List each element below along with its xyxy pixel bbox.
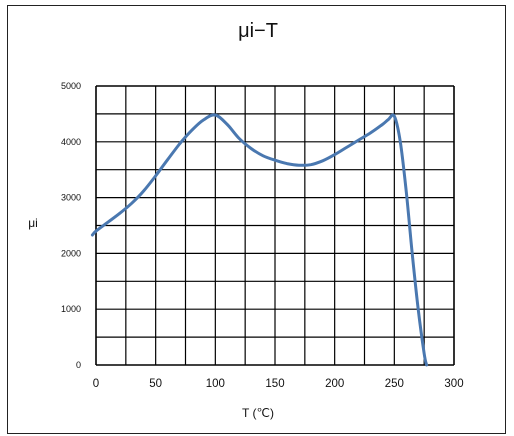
x-tick-label: 0: [93, 378, 99, 390]
x-tick-labels: 0 50 100 150 200 250 300: [93, 378, 464, 390]
y-tick-labels: 0 1000 2000 3000 4000 5000: [61, 81, 81, 370]
chart-title: μi−T: [238, 20, 278, 42]
x-tick-label: 300: [444, 378, 463, 390]
y-tick-label: 1000: [61, 304, 81, 314]
x-tick-label: 100: [206, 378, 225, 390]
y-tick-label: 2000: [61, 248, 81, 258]
chart-frame: [7, 5, 506, 434]
y-tick-label: 4000: [61, 137, 81, 147]
y-tick-label: 5000: [61, 81, 81, 91]
x-axis-label: T (℃): [242, 406, 274, 420]
x-tick-label: 50: [149, 378, 162, 390]
y-tick-label: 0: [76, 360, 81, 370]
x-tick-label: 250: [385, 378, 404, 390]
series-line: [90, 113, 429, 367]
x-tick-label: 150: [265, 378, 284, 390]
grid: [95, 85, 455, 366]
x-tick-label: 200: [325, 378, 344, 390]
y-tick-label: 3000: [61, 193, 81, 203]
y-axis-label: μi: [28, 216, 38, 230]
